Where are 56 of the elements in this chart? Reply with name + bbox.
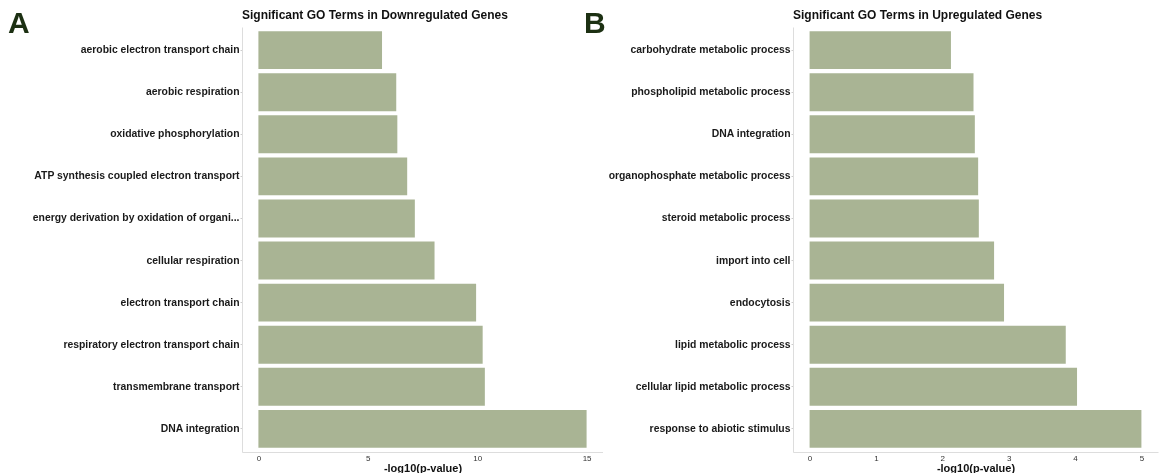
bar xyxy=(809,367,1078,406)
bar xyxy=(258,31,383,70)
y-tick-label: organophosphate metabolic process xyxy=(608,170,791,182)
bar xyxy=(809,31,951,70)
y-tick-label: energy derivation by oxidation of organi... xyxy=(32,212,240,224)
x-tick-label: 1 xyxy=(874,453,880,463)
chart-title: Significant GO Terms in Downregulated Genes xyxy=(242,8,509,22)
bar xyxy=(258,115,398,154)
y-tick-label: lipid metabolic process xyxy=(675,338,791,350)
y-tick-label: carbohydrate metabolic process xyxy=(630,44,791,56)
y-tick-label: respiratory electron transport chain xyxy=(63,338,240,350)
x-tick-label: 2 xyxy=(940,453,946,463)
bar xyxy=(809,199,979,238)
y-tick-label: cellular respiration xyxy=(146,254,240,266)
y-tick-label: cellular lipid metabolic process xyxy=(635,380,791,392)
y-tick-label: DNA integration xyxy=(160,422,240,434)
y-tick-label: electron transport chain xyxy=(120,296,240,308)
x-tick-label: 4 xyxy=(1073,453,1079,463)
x-tick-label: 10 xyxy=(473,453,483,463)
bar xyxy=(258,199,415,238)
x-tick-label: 3 xyxy=(1006,453,1012,463)
y-tick-label: aerobic electron transport chain xyxy=(80,44,240,56)
y-tick-label: ATP synthesis coupled electron transport xyxy=(34,170,241,182)
bar xyxy=(258,73,397,112)
bar xyxy=(258,241,435,280)
bar xyxy=(809,157,979,196)
bar xyxy=(258,367,485,406)
bar xyxy=(258,283,477,322)
y-tick-label: aerobic respiration xyxy=(145,86,240,98)
x-axis-title: -log10(p-value) xyxy=(936,461,1016,473)
bar xyxy=(809,409,1142,448)
x-tick-label: 0 xyxy=(256,453,262,463)
bar xyxy=(809,241,995,280)
bar xyxy=(258,409,587,448)
y-tick-label: endocytosis xyxy=(729,296,791,308)
y-tick-label: phospholipid metabolic process xyxy=(631,86,791,98)
chart-title: Significant GO Terms in Upregulated Genes xyxy=(793,8,1043,22)
y-tick-label: oxidative phosphorylation xyxy=(110,128,240,140)
bar xyxy=(258,325,483,364)
y-tick-label: response to abiotic stimulus xyxy=(649,422,791,434)
y-tick-label: import into cell xyxy=(716,254,791,266)
x-tick-label: 15 xyxy=(582,453,593,463)
y-tick-label: steroid metabolic process xyxy=(661,212,791,224)
text: A xyxy=(8,6,30,39)
x-tick-label: 5 xyxy=(366,453,372,463)
bar xyxy=(258,157,408,196)
bar xyxy=(809,115,975,154)
x-tick-label: 5 xyxy=(1139,453,1145,463)
x-axis-title: -log10(p-value) xyxy=(383,461,463,473)
x-tick-label: 0 xyxy=(807,453,813,463)
bar xyxy=(809,325,1066,364)
annotation: B xyxy=(584,6,606,39)
y-tick-label: transmembrane transport xyxy=(113,380,241,392)
bar xyxy=(809,283,1005,322)
bar xyxy=(809,73,974,112)
y-tick-label: DNA integration xyxy=(711,128,791,140)
